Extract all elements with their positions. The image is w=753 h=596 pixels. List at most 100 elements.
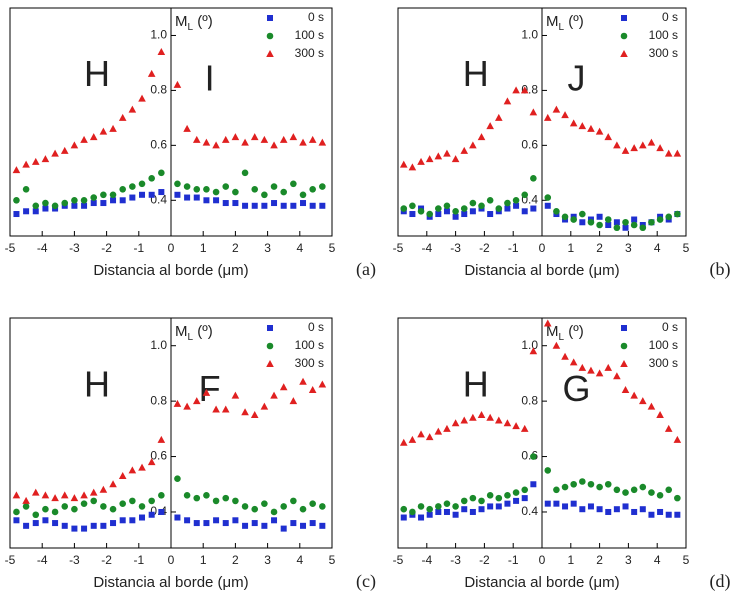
point: [222, 183, 230, 190]
point: [512, 196, 520, 204]
point: [13, 508, 20, 516]
point: [109, 505, 117, 513]
x-tick-label: 2: [596, 241, 603, 255]
point: [241, 408, 249, 416]
y-axis-label: ML (º): [546, 13, 584, 33]
legend-label: 0 s: [662, 10, 678, 24]
y-label-main: M: [175, 323, 188, 340]
point: [70, 494, 79, 502]
x-tick-label: 4: [654, 241, 661, 255]
x-tick-label: 1: [567, 553, 574, 567]
point: [183, 183, 191, 190]
point: [41, 491, 50, 499]
region-letter: H: [84, 53, 110, 94]
point: [31, 488, 40, 496]
point: [561, 213, 569, 221]
point: [504, 205, 511, 212]
point: [613, 219, 620, 226]
point: [408, 163, 417, 171]
point: [604, 133, 613, 141]
point: [279, 383, 288, 391]
point: [561, 483, 569, 491]
point: [148, 191, 155, 198]
point: [100, 503, 107, 510]
point: [656, 410, 664, 418]
point: [138, 94, 146, 102]
x-tick-label: -4: [37, 553, 48, 567]
point: [674, 494, 681, 502]
point: [232, 188, 239, 196]
point: [319, 183, 326, 190]
point: [89, 488, 98, 496]
point: [309, 520, 316, 527]
point: [443, 508, 450, 515]
point: [435, 211, 442, 218]
point: [139, 514, 146, 521]
y-tick-label: 0.6: [521, 138, 538, 152]
point: [630, 486, 638, 494]
point: [261, 500, 268, 507]
point: [81, 202, 88, 209]
y-tick-label: 1.0: [521, 28, 538, 42]
point: [579, 506, 586, 513]
region-letter: H: [463, 53, 489, 94]
point: [184, 517, 191, 524]
point: [109, 480, 117, 488]
y-label-sub: L: [559, 22, 565, 33]
point: [520, 86, 529, 94]
point: [71, 196, 78, 204]
point: [129, 517, 136, 524]
point: [486, 413, 494, 421]
point: [486, 122, 494, 130]
point: [512, 422, 520, 430]
point: [630, 221, 638, 229]
point: [621, 146, 630, 154]
point: [109, 124, 117, 132]
point: [110, 520, 117, 527]
point: [290, 520, 297, 527]
point: [81, 525, 88, 532]
point: [22, 496, 30, 504]
y-axis-label: ML (º): [546, 323, 584, 343]
point: [202, 138, 211, 146]
point: [417, 430, 425, 438]
y-tick-label: 0.6: [150, 138, 167, 152]
y-tick-label: 1.0: [521, 338, 538, 352]
point: [280, 188, 288, 196]
point: [158, 508, 165, 515]
point: [639, 141, 647, 149]
point: [22, 186, 30, 193]
point: [552, 105, 561, 113]
point: [543, 319, 552, 327]
point: [250, 133, 259, 141]
point: [639, 224, 647, 232]
x-tick-label: -2: [479, 553, 490, 567]
point: [648, 511, 655, 518]
point: [138, 463, 146, 471]
point: [648, 218, 655, 226]
point: [71, 202, 78, 209]
legend-marker: [621, 15, 627, 21]
point: [90, 200, 97, 207]
point: [639, 397, 647, 405]
point: [139, 191, 146, 198]
point: [578, 363, 587, 371]
point: [129, 497, 136, 505]
point: [530, 205, 537, 212]
y-axis-label: ML (º): [175, 323, 213, 343]
point: [158, 492, 165, 499]
legend-marker: [266, 360, 274, 367]
point: [241, 138, 249, 146]
x-tick-label: -5: [5, 241, 16, 255]
point: [174, 514, 181, 521]
point: [61, 503, 69, 510]
point: [290, 180, 297, 188]
x-tick-label: 3: [264, 241, 271, 255]
point: [418, 514, 425, 521]
point: [605, 222, 612, 229]
y-label-main: M: [546, 13, 559, 30]
point: [51, 149, 59, 157]
point: [544, 194, 552, 201]
point: [478, 506, 485, 513]
